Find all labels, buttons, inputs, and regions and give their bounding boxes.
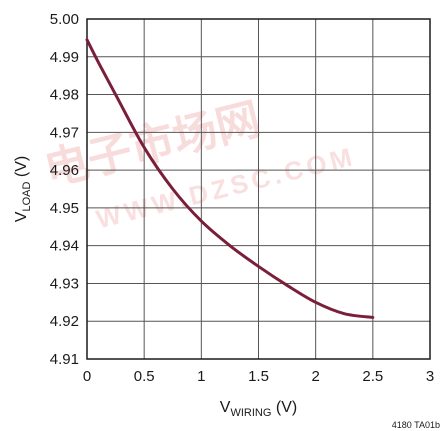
x-tick-labels: 0 0.5 1 1.5 2 2.5 3 (83, 368, 434, 385)
x-axis-title: VWIRING (V) (220, 399, 297, 419)
x-tick-label: 1 (197, 368, 205, 385)
y-axis-title: VLOAD (V) (13, 156, 33, 222)
y-tick-label: 4.97 (50, 124, 79, 141)
grid (87, 19, 430, 359)
y-tick-label: 4.92 (50, 313, 79, 330)
y-axis-title-main: V (13, 211, 30, 222)
y-tick-labels: 4.91 4.92 4.93 4.94 4.95 4.96 4.97 4.98 4.99 5.00 (50, 11, 79, 368)
x-tick-label: 3 (426, 368, 434, 385)
x-tick-label: 2 (311, 368, 319, 385)
x-tick-label: 0.5 (134, 368, 155, 385)
y-tick-label: 4.91 (50, 351, 79, 368)
x-tick-label: 0 (83, 368, 91, 385)
figure-id: 4180 TA01b (392, 420, 440, 430)
series-group (85, 38, 375, 319)
y-axis-title-sub: LOAD (21, 182, 33, 212)
y-axis-title-unit: (V) (13, 156, 30, 182)
x-axis-title-sub: WIRING (230, 407, 271, 419)
y-tick-label: 4.98 (50, 87, 79, 104)
x-axis-title-unit: (V) (271, 399, 297, 416)
x-axis-title-main: V (220, 399, 231, 416)
series-line (85, 38, 375, 319)
x-tick-label: 2.5 (362, 368, 383, 385)
y-tick-label: 5.00 (50, 11, 79, 28)
y-tick-label: 4.96 (50, 162, 79, 179)
y-tick-label: 4.99 (50, 49, 79, 66)
x-tick-label: 1.5 (248, 368, 269, 385)
y-tick-label: 4.93 (50, 275, 79, 292)
plot-frame (86, 18, 431, 360)
y-tick-label: 4.95 (50, 200, 79, 217)
y-tick-label: 4.94 (50, 238, 79, 255)
